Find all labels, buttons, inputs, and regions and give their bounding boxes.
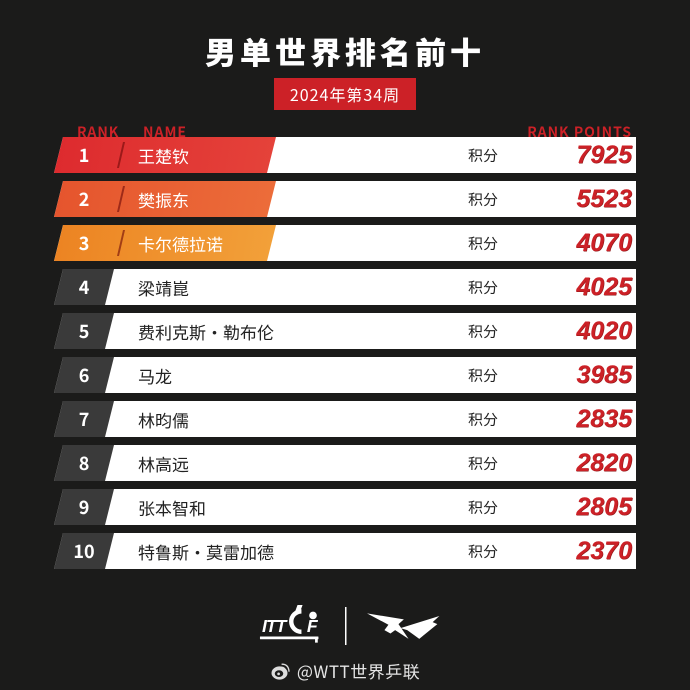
- svg-text:ITT: ITT: [262, 616, 289, 636]
- svg-text:F: F: [307, 616, 319, 636]
